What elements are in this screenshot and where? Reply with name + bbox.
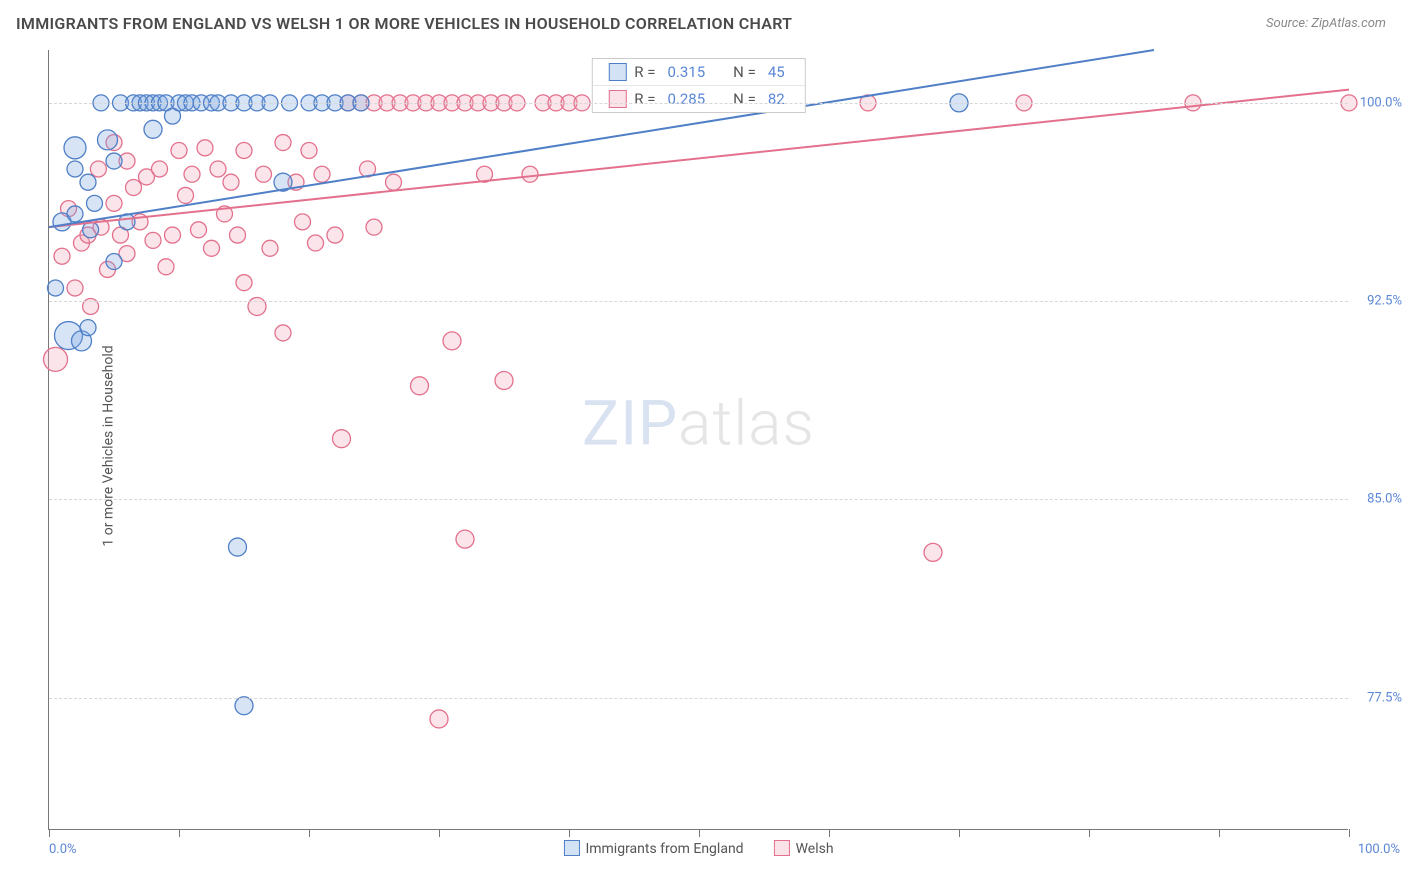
- scatter-point-pink: [522, 166, 538, 182]
- x-tick: [1089, 829, 1090, 837]
- stat-n-label: N =: [733, 90, 756, 108]
- scatter-point-pink: [223, 174, 239, 190]
- x-tick: [309, 829, 310, 837]
- x-tick: [49, 829, 50, 837]
- scatter-point-pink: [230, 227, 246, 243]
- scatter-point-pink: [495, 372, 513, 390]
- x-tick: [1219, 829, 1220, 837]
- chart-title: IMMIGRANTS FROM ENGLAND VS WELSH 1 OR MO…: [16, 14, 792, 33]
- scatter-point-blue: [144, 120, 162, 138]
- scatter-point-blue: [67, 161, 83, 177]
- stat-r-label: R =: [634, 63, 655, 81]
- scatter-point-pink: [411, 377, 429, 395]
- legend-item-blue: Immigrants from England: [563, 840, 743, 857]
- scatter-point-blue: [106, 153, 122, 169]
- scatter-point-pink: [210, 161, 226, 177]
- stats-row-pink: R = 0.285 N = 82: [592, 85, 804, 112]
- gridline-h: [49, 698, 1348, 699]
- x-tick: [439, 829, 440, 837]
- scatter-point-pink: [443, 332, 461, 350]
- legend-label: Immigrants from England: [585, 841, 743, 857]
- scatter-point-pink: [106, 195, 122, 211]
- gridline-h: [49, 103, 1348, 104]
- x-tick: [1349, 829, 1350, 837]
- stat-n-value: 45: [764, 63, 789, 81]
- scatter-point-pink: [262, 240, 278, 256]
- scatter-point-pink: [67, 280, 83, 296]
- scatter-point-pink: [366, 219, 382, 235]
- x-tick-label: 100.0%: [1358, 842, 1400, 857]
- stat-r-value: 0.315: [663, 63, 709, 81]
- source-attribution: Source: ZipAtlas.com: [1266, 16, 1386, 31]
- scatter-point-pink: [236, 142, 252, 158]
- scatter-point-pink: [165, 227, 181, 243]
- scatter-point-pink: [178, 187, 194, 203]
- legend-swatch-blue: [608, 63, 626, 81]
- scatter-point-blue: [98, 130, 118, 150]
- scatter-point-pink: [327, 227, 343, 243]
- scatter-point-pink: [197, 140, 213, 156]
- scatter-point-pink: [191, 222, 207, 238]
- legend-item-pink: Welsh: [774, 840, 834, 857]
- scatter-point-pink: [308, 235, 324, 251]
- y-tick-label: 100.0%: [1360, 95, 1402, 110]
- scatter-point-blue: [235, 697, 253, 715]
- correlation-stats-box: R = 0.315 N = 45 R = 0.285 N = 82: [591, 58, 805, 113]
- y-tick-label: 92.5%: [1367, 294, 1402, 309]
- plot-area: ZIPatlas R =0.315N =45R =0.285N =82 Immi…: [48, 50, 1348, 830]
- scatter-point-blue: [64, 137, 86, 159]
- scatter-svg: [49, 50, 1348, 829]
- scatter-point-pink: [152, 161, 168, 177]
- x-tick: [179, 829, 180, 837]
- scatter-point-pink: [204, 240, 220, 256]
- scatter-point-blue: [87, 195, 103, 211]
- x-tick: [829, 829, 830, 837]
- legend-label: Welsh: [796, 841, 834, 857]
- scatter-point-pink: [256, 166, 272, 182]
- scatter-point-pink: [158, 259, 174, 275]
- scatter-point-blue: [229, 538, 247, 556]
- x-tick: [959, 829, 960, 837]
- gridline-h: [49, 301, 1348, 302]
- gridline-h: [49, 499, 1348, 500]
- scatter-point-pink: [333, 430, 351, 448]
- scatter-point-pink: [184, 166, 200, 182]
- y-tick-label: 77.5%: [1367, 690, 1402, 705]
- scatter-point-pink: [236, 275, 252, 291]
- x-tick: [569, 829, 570, 837]
- scatter-point-pink: [386, 174, 402, 190]
- scatter-point-pink: [301, 142, 317, 158]
- scatter-point-pink: [126, 179, 142, 195]
- legend-swatch-pink: [774, 840, 790, 856]
- y-tick-label: 85.0%: [1367, 492, 1402, 507]
- x-tick: [699, 829, 700, 837]
- scatter-point-pink: [456, 530, 474, 548]
- stat-n-value: 82: [764, 90, 789, 108]
- scatter-point-pink: [430, 710, 448, 728]
- scatter-point-pink: [275, 325, 291, 341]
- scatter-point-pink: [295, 214, 311, 230]
- scatter-point-pink: [314, 166, 330, 182]
- scatter-point-pink: [171, 142, 187, 158]
- scatter-point-blue: [80, 174, 96, 190]
- scatter-point-pink: [924, 543, 942, 561]
- legend-swatch-pink: [608, 90, 626, 108]
- scatter-point-pink: [248, 297, 266, 315]
- scatter-point-blue: [80, 320, 96, 336]
- stat-r-value: 0.285: [663, 90, 709, 108]
- stats-row-blue: R = 0.315 N = 45: [592, 59, 804, 85]
- stat-r-label: R =: [634, 90, 655, 108]
- scatter-point-blue: [67, 206, 83, 222]
- scatter-point-blue: [48, 280, 64, 296]
- scatter-point-pink: [54, 248, 70, 264]
- x-tick-label: 0.0%: [49, 842, 77, 857]
- scatter-point-pink: [90, 161, 106, 177]
- legend: Immigrants from England Welsh: [563, 840, 833, 857]
- scatter-point-blue: [106, 254, 122, 270]
- legend-swatch-blue: [563, 840, 579, 856]
- scatter-point-pink: [44, 347, 68, 371]
- scatter-point-pink: [275, 135, 291, 151]
- scatter-point-pink: [145, 232, 161, 248]
- stat-n-label: N =: [733, 63, 756, 81]
